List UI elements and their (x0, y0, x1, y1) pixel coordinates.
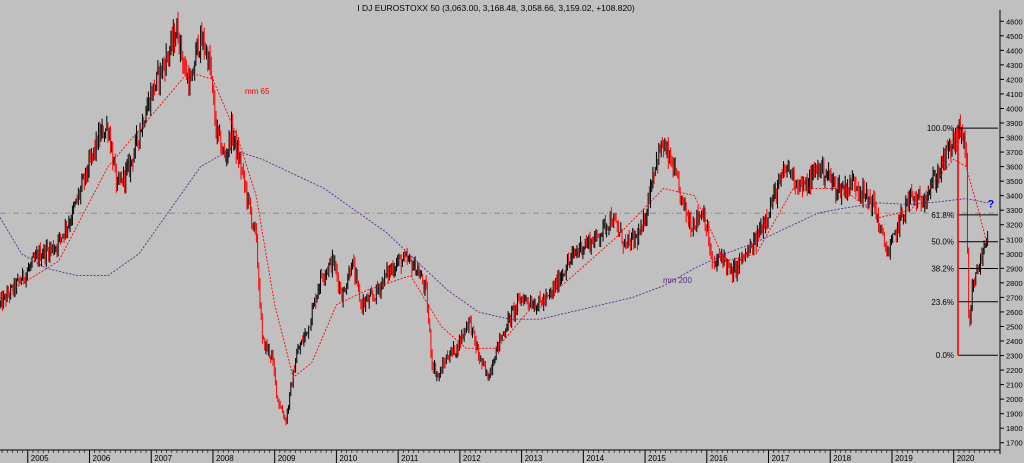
y-tick-label: 2700 (1006, 293, 1023, 302)
y-tick-label: 3300 (1006, 206, 1023, 215)
x-tick-label: 2017 (772, 454, 790, 463)
y-tick-label: 3400 (1006, 192, 1023, 201)
fib-level-label: 61.8% (931, 211, 954, 220)
y-tick-label: 4600 (1006, 17, 1023, 26)
y-tick-label: 2300 (1006, 352, 1023, 361)
x-tick-label: 2019 (895, 454, 913, 463)
x-tick-label: 2016 (710, 454, 728, 463)
y-tick-label: 2500 (1006, 322, 1023, 331)
label-mm-65: mm 65 (245, 87, 270, 96)
y-tick-label: 3200 (1006, 221, 1023, 230)
x-tick-label: 2013 (525, 454, 543, 463)
y-tick-label: 4000 (1006, 104, 1023, 113)
fib-level-label: 38.2% (931, 264, 954, 273)
x-tick-label: 2012 (463, 454, 481, 463)
fib-level-label: 100.0% (927, 124, 954, 133)
y-tick-label: 3600 (1006, 163, 1023, 172)
y-tick-label: 3800 (1006, 134, 1023, 143)
y-tick-label: 2100 (1006, 381, 1023, 390)
y-tick-label: 4100 (1006, 90, 1023, 99)
y-tick-label: 4400 (1006, 46, 1023, 55)
question-mark: ? (987, 198, 994, 210)
y-tick-label: 2400 (1006, 337, 1023, 346)
y-tick-label: 4500 (1006, 32, 1023, 41)
x-tick-label: 2010 (339, 454, 357, 463)
x-tick-label: 2014 (586, 454, 604, 463)
y-tick-label: 3000 (1006, 250, 1023, 259)
y-tick-label: 3900 (1006, 119, 1023, 128)
x-tick-label: 2011 (401, 454, 419, 463)
fib-level-label: 50.0% (931, 238, 954, 247)
ma-line-mm-200 (0, 148, 988, 320)
y-tick-label: 4300 (1006, 61, 1023, 70)
x-tick-label: 2005 (31, 454, 49, 463)
y-tick-label: 2000 (1006, 395, 1023, 404)
x-tick-label: 2009 (278, 454, 296, 463)
y-tick-label: 2200 (1006, 366, 1023, 375)
x-tick-label: 2015 (648, 454, 666, 463)
y-tick-label: 2600 (1006, 308, 1023, 317)
y-tick-label: 1900 (1006, 410, 1023, 419)
y-tick-label: 3500 (1006, 177, 1023, 186)
y-tick-label: 2900 (1006, 264, 1023, 273)
y-tick-label: 3700 (1006, 148, 1023, 157)
x-tick-label: 2006 (93, 454, 111, 463)
fib-level-label: 23.6% (931, 298, 954, 307)
x-tick-label: 2007 (154, 454, 172, 463)
label-mm-200: mm 200 (663, 276, 692, 285)
chart-title: I DJ EUROSTOXX 50 (3,063.00, 3,168.48, 3… (357, 3, 635, 13)
y-tick-label: 1700 (1006, 439, 1023, 448)
fib-level-label: 0.0% (936, 351, 954, 360)
ma-line-mm-65 (0, 71, 989, 379)
y-tick-label: 1800 (1006, 424, 1023, 433)
y-tick-label: 2800 (1006, 279, 1023, 288)
y-tick-label: 4200 (1006, 75, 1023, 84)
x-tick-label: 2008 (216, 454, 234, 463)
y-tick-label: 3100 (1006, 235, 1023, 244)
x-tick-label: 2020 (957, 454, 975, 463)
x-tick-label: 2018 (833, 454, 851, 463)
